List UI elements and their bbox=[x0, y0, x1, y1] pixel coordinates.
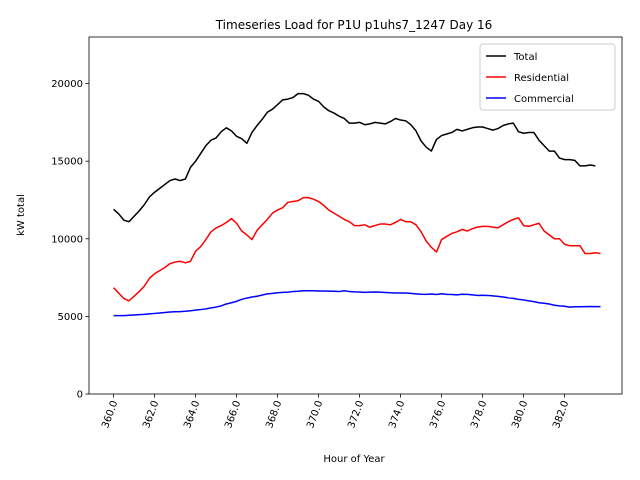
x-tick-label: 372.0 bbox=[346, 399, 366, 430]
x-tick-label: 368.0 bbox=[264, 399, 284, 430]
legend-label-residential: Residential bbox=[514, 73, 569, 84]
y-tick-label: 15000 bbox=[51, 157, 83, 168]
series-line-commercial bbox=[113, 290, 601, 317]
x-tick-label: 370.0 bbox=[305, 399, 325, 430]
y-tick-label: 5000 bbox=[58, 312, 83, 323]
x-tick-label: 374.0 bbox=[387, 399, 407, 430]
legend-label-commercial: Commercial bbox=[514, 94, 574, 105]
y-tick-label: 0 bbox=[77, 390, 83, 401]
y-axis-label: kW total bbox=[16, 194, 27, 236]
x-tick-label: 364.0 bbox=[182, 399, 202, 430]
legend-box bbox=[479, 43, 616, 111]
x-tick-label: 376.0 bbox=[428, 399, 448, 430]
x-tick-label: 360.0 bbox=[100, 399, 120, 430]
y-tick-label: 20000 bbox=[51, 79, 83, 90]
plot-frame bbox=[88, 36, 623, 395]
x-tick-label: 366.0 bbox=[223, 399, 243, 430]
legend: Total Residential Commercial bbox=[479, 43, 616, 111]
x-tick-label: 380.0 bbox=[510, 399, 530, 430]
series-line-total bbox=[113, 92, 596, 223]
legend-label-total: Total bbox=[513, 52, 537, 63]
chart-title: Timeseries Load for P1U p1uhs7_1247 Day … bbox=[215, 18, 493, 32]
x-tick-label: 362.0 bbox=[141, 399, 161, 430]
series-line-residential bbox=[113, 196, 601, 302]
x-tick-label: 382.0 bbox=[551, 399, 571, 430]
x-tick-label: 378.0 bbox=[469, 399, 489, 430]
x-axis-label: Hour of Year bbox=[323, 454, 385, 465]
y-tick-label: 10000 bbox=[51, 234, 83, 245]
